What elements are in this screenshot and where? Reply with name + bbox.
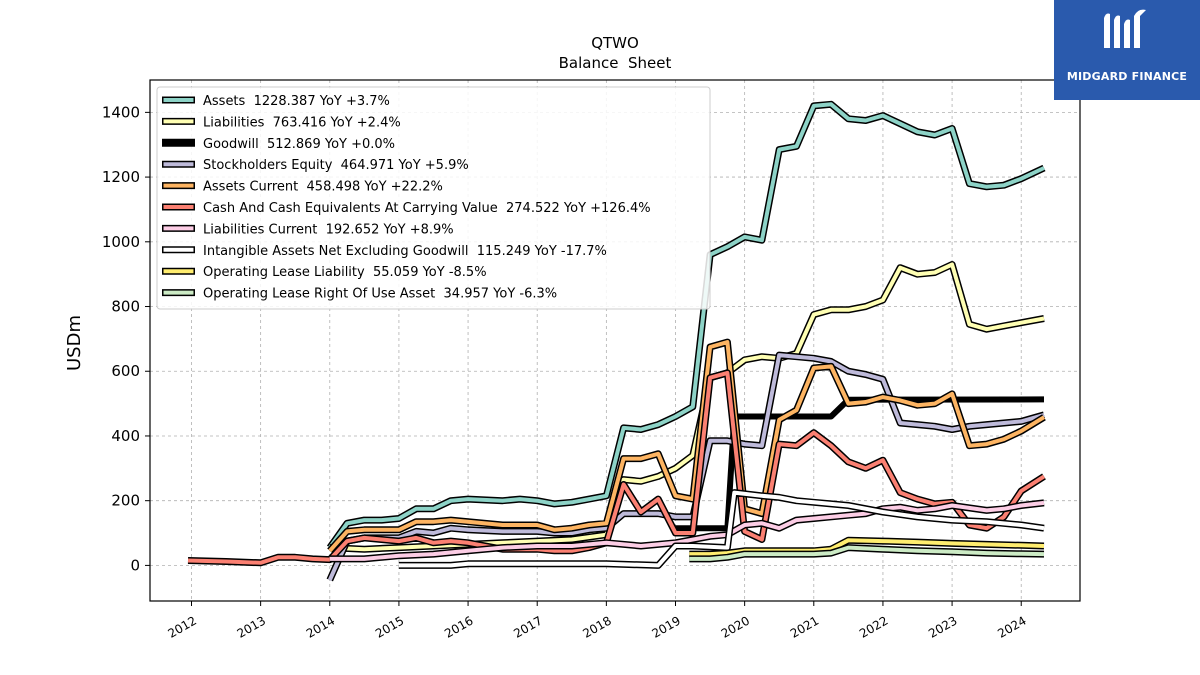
- x-tick-label: 2024: [995, 613, 1028, 640]
- brand-logo: MIDGARD FINANCE: [1054, 0, 1200, 100]
- series-intangible-assets-net-excluding-goodwill: [398, 489, 1045, 569]
- x-tick-label: 2021: [788, 613, 821, 640]
- y-tick-label: 1400: [102, 103, 140, 121]
- plot-frame: [149, 79, 1081, 602]
- legend-entry: Liabilities Current 192.652 YoY +8.9%: [162, 222, 454, 237]
- series-line: [329, 500, 1045, 561]
- x-tick-label: 2019: [650, 613, 683, 640]
- legend-entry: Intangible Assets Net Excluding Goodwill…: [162, 244, 607, 259]
- series-line: [187, 370, 1046, 565]
- y-tick-label: 800: [111, 298, 140, 316]
- x-tick-label: 2015: [373, 613, 406, 640]
- series-line: [689, 545, 1045, 561]
- legend-entry: Cash And Cash Equivalents At Carrying Va…: [162, 201, 651, 216]
- y-axis-label: USDm: [64, 315, 85, 371]
- legend-entry: Operating Lease Liability 55.059 YoY -8.…: [162, 265, 487, 280]
- legend-label: Operating Lease Liability 55.059 YoY -8.…: [203, 265, 487, 280]
- series-operating-lease-right-of-use-asset: [689, 544, 1045, 563]
- legend-box: [156, 86, 711, 310]
- legend-entry: Goodwill 512.869 YoY +0.0%: [162, 137, 395, 152]
- legend-label: Liabilities 763.416 YoY +2.4%: [203, 115, 401, 130]
- legend-entry: Assets Current 458.498 YoY +22.2%: [162, 180, 443, 195]
- plot-series: [187, 100, 1046, 582]
- legend-label: Goodwill 512.869 YoY +0.0%: [203, 137, 395, 152]
- x-tick-label: 2012: [166, 613, 199, 640]
- series-liabilities: [329, 261, 1045, 553]
- x-axis: 2012 2013 2014 2015 2016 2017 2018 2019 2020 2021…: [166, 601, 1029, 641]
- series-liabilities-current: [329, 499, 1045, 563]
- legend-entry: Stockholders Equity 464.971 YoY +5.9%: [162, 158, 469, 173]
- chart-title: QTWO: [591, 34, 639, 52]
- x-tick-label: 2014: [304, 613, 337, 640]
- y-tick-label: 1000: [102, 233, 140, 251]
- legend-entry: Liabilities 763.416 YoY +2.4%: [162, 115, 401, 130]
- y-tick-label: 200: [111, 492, 140, 510]
- legend-label: Operating Lease Right Of Use Asset 34.95…: [203, 287, 557, 302]
- x-tick-label: 2023: [926, 613, 959, 640]
- legend-label: Stockholders Equity 464.971 YoY +5.9%: [203, 158, 469, 173]
- y-tick-label: 400: [111, 427, 140, 445]
- x-tick-label: 2017: [511, 613, 544, 640]
- series-cash-and-cash-equivalents-at-carrying-value: [187, 369, 1046, 567]
- series-line: [328, 102, 1045, 549]
- legend-entry: Assets 1228.387 YoY +3.7%: [162, 94, 390, 109]
- legend-label: Intangible Assets Net Excluding Goodwill…: [203, 244, 607, 259]
- x-tick-label: 2020: [719, 613, 752, 640]
- legend-label: Liabilities Current 192.652 YoY +8.9%: [203, 222, 454, 237]
- brand-logo-icon: [1104, 9, 1146, 49]
- x-tick-label: 2016: [442, 613, 475, 640]
- series-assets-current: [327, 338, 1046, 554]
- y-axis: 0 200 400 600 800 1000 1200 1400: [102, 103, 150, 574]
- y-tick-label: 600: [111, 362, 140, 380]
- series-line: [689, 538, 1045, 557]
- legend-entry: Operating Lease Right Of Use Asset 34.95…: [162, 287, 557, 302]
- x-tick-label: 2018: [580, 613, 613, 640]
- legend-label: Assets 1228.387 YoY +3.7%: [203, 94, 390, 109]
- series-line: [398, 490, 1045, 568]
- x-tick-label: 2022: [857, 613, 890, 640]
- series-operating-lease-liability: [689, 536, 1045, 558]
- y-tick-label: 1200: [102, 168, 140, 186]
- brand-name: MIDGARD FINANCE: [1066, 70, 1188, 83]
- legend: Assets 1228.387 YoY +3.7% Liabilities 763…: [156, 86, 711, 310]
- chart-subtitle: Balance Sheet: [559, 54, 672, 72]
- series-line: [329, 262, 1045, 552]
- series-line: [328, 340, 1046, 553]
- series-assets: [326, 100, 1046, 550]
- x-tick-label: 2013: [235, 613, 268, 640]
- legend-label: Cash And Cash Equivalents At Carrying Va…: [203, 201, 651, 216]
- y-tick-label: 0: [130, 556, 140, 574]
- legend-label: Assets Current 458.498 YoY +22.2%: [203, 180, 443, 195]
